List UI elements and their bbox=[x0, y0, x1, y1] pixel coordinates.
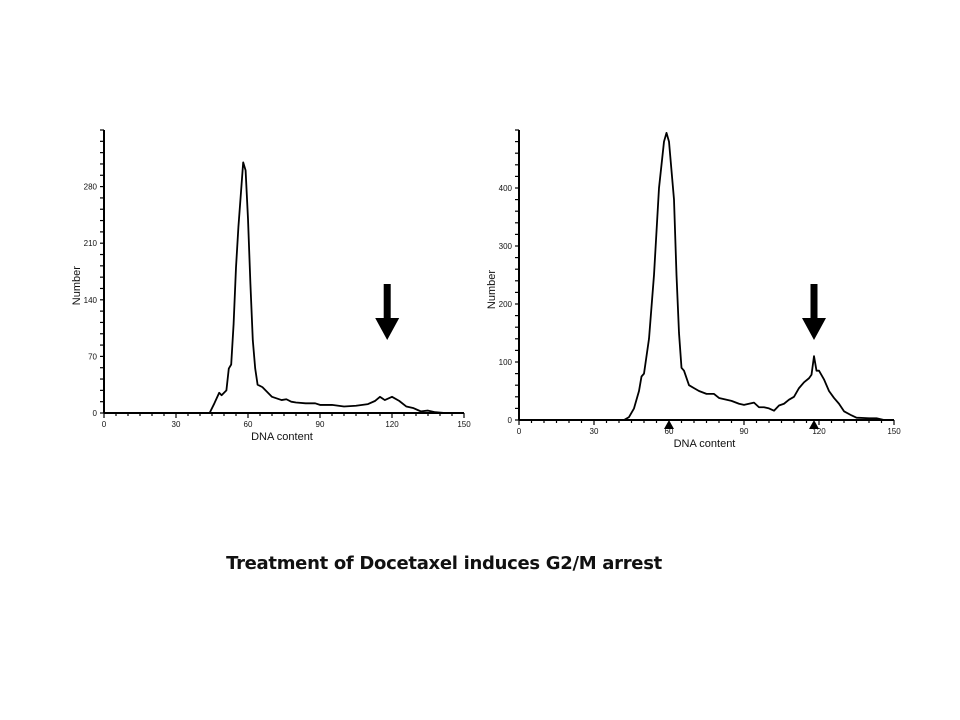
peak-marker bbox=[809, 420, 819, 429]
x-axis-label: DNA content bbox=[251, 431, 313, 443]
x-tick-label: 120 bbox=[812, 427, 826, 436]
y-tick-label: 210 bbox=[84, 239, 98, 248]
x-tick-label: 150 bbox=[887, 427, 901, 436]
x-tick-label: 0 bbox=[517, 427, 522, 436]
histogram-line bbox=[623, 131, 885, 421]
arrow-down-icon bbox=[802, 284, 826, 340]
peak-marker bbox=[664, 420, 674, 429]
x-tick-label: 30 bbox=[590, 427, 599, 436]
x-tick-label: 90 bbox=[316, 420, 325, 429]
y-axis-label: Number bbox=[486, 270, 498, 309]
x-tick-label: 150 bbox=[457, 420, 471, 429]
chart-2: 0 30 60 90 120 150 0 100 200 300 400 DNA content Num… bbox=[486, 129, 901, 450]
x-tick-label: 0 bbox=[102, 420, 107, 429]
x-tick-label: 120 bbox=[385, 420, 399, 429]
x-tick-label: 90 bbox=[740, 427, 749, 436]
y-tick-label: 200 bbox=[499, 300, 513, 309]
x-tick-label: 30 bbox=[172, 420, 181, 429]
arrow-down-icon bbox=[375, 284, 400, 340]
y-tick-label: 300 bbox=[499, 242, 513, 251]
chart-1: 0 30 60 90 120 150 0 70 140 210 280 DNA content Numb… bbox=[71, 129, 471, 443]
histogram-line bbox=[208, 161, 445, 414]
y-tick-label: 140 bbox=[84, 296, 98, 305]
y-axis-label: Number bbox=[71, 266, 83, 305]
slide-caption: Treatment of Docetaxel induces G2/M arre… bbox=[226, 553, 662, 574]
x-axis-label: DNA content bbox=[674, 438, 736, 450]
y-tick-label: 100 bbox=[499, 358, 513, 367]
y-tick-label: 70 bbox=[88, 352, 97, 361]
y-tick-label: 0 bbox=[508, 416, 513, 425]
y-tick-label: 400 bbox=[499, 184, 513, 193]
y-tick-label: 0 bbox=[93, 409, 98, 418]
x-tick-label: 60 bbox=[244, 420, 253, 429]
y-tick-label: 280 bbox=[84, 183, 98, 192]
x-tick-label: 60 bbox=[665, 427, 674, 436]
